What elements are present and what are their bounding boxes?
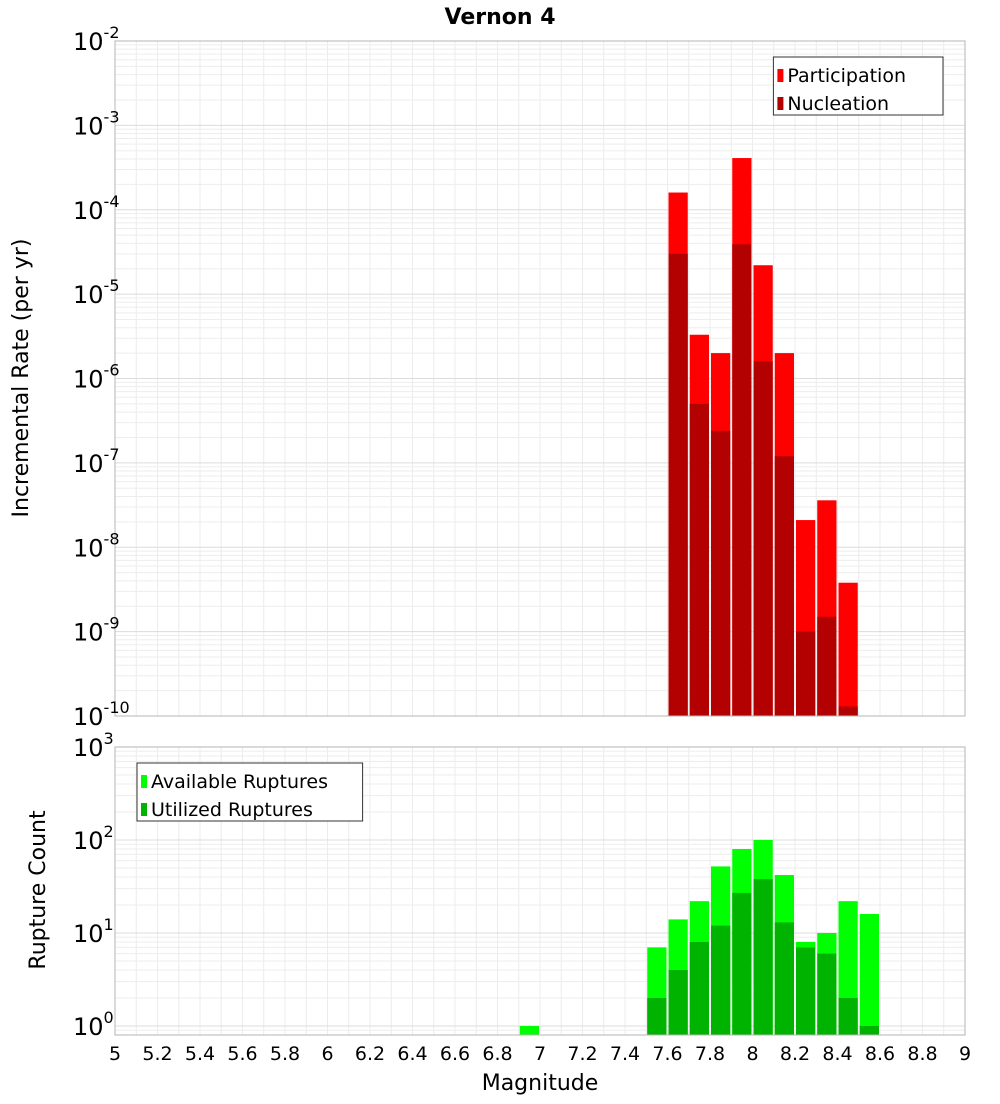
rate-legend-label: Nucleation [787,93,889,115]
count-bar [859,914,879,1035]
x-tick-label: 9 [959,1043,971,1065]
rate-bar [817,616,837,716]
rate-bar [732,244,752,717]
count-y-tick-label: 101 [73,915,114,948]
rate-y-tick-label: 10-2 [73,23,120,56]
rate-plot-panel: 10-2 10-3 10-4 10-5 10-6 10-7 10-8 10-9 10-10 Par… [73,23,966,731]
top-y-axis-label: Incremental Rate (per yr) [9,239,34,518]
x-tick-label: 8 [746,1043,758,1065]
count-bar [647,997,667,1035]
count-bar [817,953,837,1035]
x-tick-label: 5.4 [185,1043,215,1065]
rate-legend-swatch [777,69,784,82]
rate-bar [753,361,773,716]
rate-bar [689,403,709,716]
x-tick-label: 8.6 [865,1043,895,1065]
x-tick-label: 7 [534,1043,546,1065]
count-bar [689,942,709,1035]
count-bar [519,1025,539,1035]
chart-title: Vernon 4 [445,5,556,30]
rate-y-tick-label: 10-10 [73,698,130,731]
count-grid [114,747,966,1036]
count-y-tick-label: 100 [73,1008,114,1041]
count-bar [774,922,794,1035]
rate-legend-swatch [777,97,784,110]
rate-legend-label: Participation [787,65,906,87]
count-legend-box [136,762,364,822]
count-y-tick-label: 103 [73,729,114,762]
count-bar [859,1025,879,1035]
rate-plot-frame [114,40,966,717]
count-bar [711,925,731,1035]
rate-grid [114,41,966,717]
x-tick-label: 8.8 [907,1043,937,1065]
x-tick-label: 8.2 [780,1043,810,1065]
rate-bar [838,706,858,716]
x-tick-label: 5.2 [142,1043,172,1065]
count-bar [732,892,752,1035]
count-legend-swatch [141,803,147,816]
rate-y-tick-label: 10-4 [73,192,120,225]
count-legend-label: Utilized Ruptures [151,799,313,821]
count-y-tick-label: 102 [73,822,114,855]
count-bar [796,947,816,1035]
count-legend-label: Available Ruptures [151,771,328,793]
rate-legend: Participation Nucleation [772,56,944,116]
x-tick-label: 8.4 [822,1043,852,1065]
count-bar [753,879,773,1035]
rate-legend-box [772,56,944,116]
rate-y-tick-label: 10-9 [73,614,120,647]
x-axis-label: Magnitude [482,1071,599,1096]
x-tick-label: 6 [321,1043,333,1065]
x-tick-label: 7.4 [610,1043,640,1065]
x-tick-label: 7.8 [695,1043,725,1065]
x-tick-label: 6.8 [482,1043,512,1065]
rate-y-tick-label: 10-8 [73,529,120,562]
rate-bar [668,253,688,716]
x-tick-label: 5.6 [227,1043,257,1065]
rate-bar [711,430,731,716]
bottom-y-axis-label: Rupture Count [26,810,51,970]
x-tick-label: 7.6 [652,1043,682,1065]
rate-y-tick-label: 10-7 [73,445,120,478]
rate-y-tick-label: 10-5 [73,276,120,309]
x-tick-label: 5.8 [270,1043,300,1065]
rate-bar [796,631,816,716]
rate-y-tick-label: 10-3 [73,107,120,140]
count-plot-frame [114,746,966,1036]
x-tick-label: 6.2 [355,1043,385,1065]
x-tick-label: 7.2 [567,1043,597,1065]
rate-bar [838,582,858,716]
count-plot-panel: 103 102 101 100 Available Ruptures Utilized R… [73,729,966,1041]
count-legend: Available Ruptures Utilized Ruptures [136,762,364,822]
count-bar [668,969,688,1035]
count-series-1 [647,879,879,1035]
rate-bar [774,456,794,716]
rate-y-tick-label: 10-6 [73,361,120,394]
rate-series-1 [668,244,858,717]
x-tick-label: 5 [109,1043,121,1065]
x-tick-label: 6.6 [440,1043,470,1065]
count-legend-swatch [141,775,147,788]
x-tick-label: 6.4 [397,1043,427,1065]
count-bar [838,997,858,1035]
